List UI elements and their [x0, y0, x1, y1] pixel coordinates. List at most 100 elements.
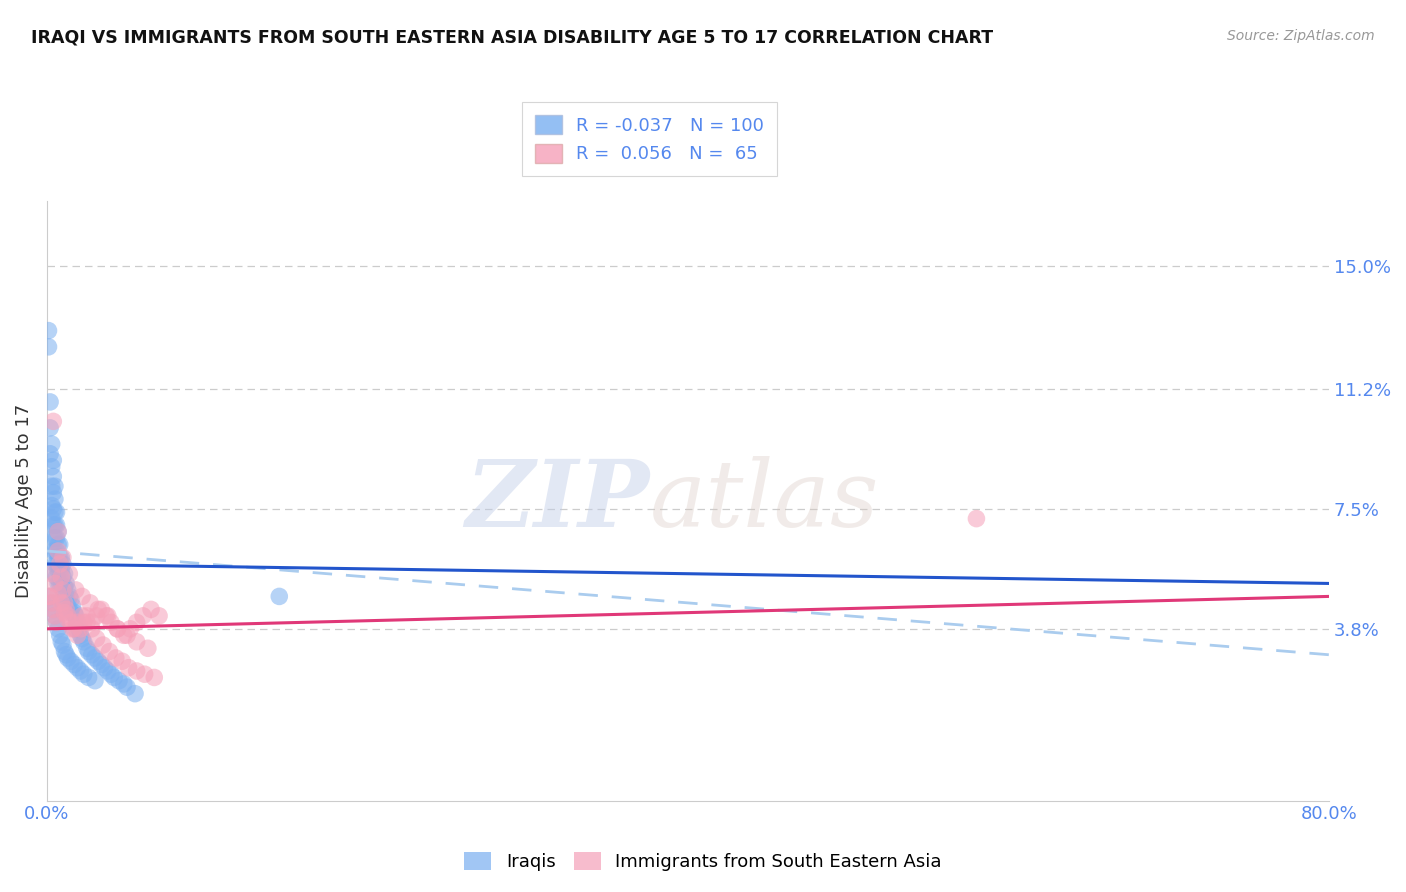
Point — [55, 648, 77, 662]
Point — [115, 628, 138, 642]
Point — [51, 550, 73, 565]
Point — [56, 651, 79, 665]
Point — [53, 644, 76, 658]
Point — [52, 582, 75, 597]
Point — [80, 622, 103, 636]
Point — [87, 654, 110, 668]
Point — [39, 590, 62, 604]
Point — [79, 596, 101, 610]
Point — [48, 576, 70, 591]
Legend: Iraqis, Immigrants from South Eastern Asia: Iraqis, Immigrants from South Eastern As… — [457, 845, 949, 879]
Point — [70, 590, 93, 604]
Point — [46, 622, 69, 636]
Point — [44, 576, 66, 591]
Point — [39, 421, 62, 435]
Point — [42, 602, 65, 616]
Point — [46, 576, 69, 591]
Point — [67, 622, 90, 636]
Point — [46, 586, 69, 600]
Point — [56, 582, 79, 597]
Point — [69, 622, 91, 636]
Point — [52, 570, 75, 584]
Point — [44, 531, 66, 545]
Point — [42, 414, 65, 428]
Point — [132, 608, 155, 623]
Point — [104, 651, 127, 665]
Point — [59, 606, 82, 620]
Point — [41, 596, 63, 610]
Point — [42, 469, 65, 483]
Point — [46, 524, 69, 539]
Text: ZIP: ZIP — [465, 456, 650, 546]
Point — [44, 557, 66, 571]
Point — [44, 608, 66, 623]
Point — [52, 550, 75, 565]
Point — [58, 602, 80, 616]
Text: Source: ZipAtlas.com: Source: ZipAtlas.com — [1227, 29, 1375, 43]
Point — [86, 632, 108, 646]
Point — [42, 544, 65, 558]
Point — [90, 657, 112, 672]
Point — [41, 596, 63, 610]
Point — [65, 622, 87, 636]
Point — [55, 590, 77, 604]
Point — [46, 524, 69, 539]
Point — [103, 670, 125, 684]
Point — [59, 615, 82, 630]
Point — [148, 608, 170, 623]
Point — [41, 499, 63, 513]
Point — [73, 634, 96, 648]
Point — [77, 670, 100, 684]
Point — [124, 687, 146, 701]
Point — [45, 544, 67, 558]
Point — [100, 615, 122, 630]
Point — [97, 664, 120, 678]
Point — [111, 654, 134, 668]
Point — [56, 608, 79, 623]
Point — [108, 673, 131, 688]
Point — [58, 590, 80, 604]
Point — [51, 564, 73, 578]
Point — [66, 628, 89, 642]
Point — [48, 628, 70, 642]
Point — [42, 453, 65, 467]
Point — [269, 590, 291, 604]
Point — [45, 505, 67, 519]
Point — [136, 641, 159, 656]
Point — [70, 632, 93, 646]
Point — [80, 615, 103, 630]
Point — [52, 596, 75, 610]
Point — [44, 518, 66, 533]
Point — [45, 615, 67, 630]
Point — [59, 592, 82, 607]
Point — [66, 615, 89, 630]
Point — [59, 654, 82, 668]
Point — [46, 564, 69, 578]
Point — [100, 667, 122, 681]
Point — [42, 531, 65, 545]
Point — [51, 576, 73, 591]
Point — [53, 566, 76, 581]
Point — [125, 634, 148, 648]
Point — [44, 608, 66, 623]
Point — [39, 447, 62, 461]
Point — [134, 667, 156, 681]
Point — [51, 570, 73, 584]
Point — [965, 511, 987, 525]
Point — [97, 608, 120, 623]
Text: atlas: atlas — [650, 456, 879, 546]
Text: IRAQI VS IMMIGRANTS FROM SOUTH EASTERN ASIA DISABILITY AGE 5 TO 17 CORRELATION C: IRAQI VS IMMIGRANTS FROM SOUTH EASTERN A… — [31, 29, 993, 46]
Point — [42, 602, 65, 616]
Point — [69, 664, 91, 678]
Point — [63, 657, 86, 672]
Point — [44, 566, 66, 581]
Point — [37, 324, 59, 338]
Point — [46, 550, 69, 565]
Point — [44, 492, 66, 507]
Point — [87, 602, 110, 616]
Point — [51, 596, 73, 610]
Point — [44, 544, 66, 558]
Point — [48, 537, 70, 551]
Point — [51, 634, 73, 648]
Y-axis label: Disability Age 5 to 17: Disability Age 5 to 17 — [15, 404, 32, 598]
